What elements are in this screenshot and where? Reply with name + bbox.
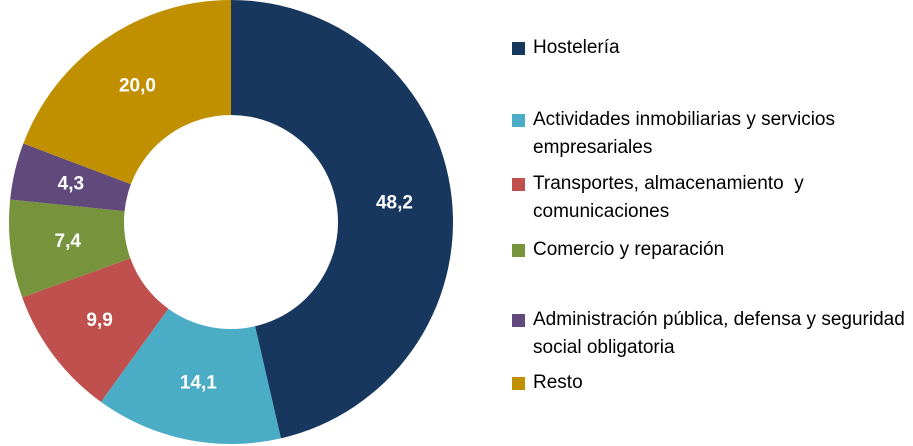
legend-item: Administración pública, defensa y seguri…	[512, 306, 907, 362]
legend-label: Hostelería	[533, 37, 620, 58]
legend-item: Actividades inmobiliarias y servicios em…	[512, 106, 907, 162]
slice	[231, 0, 453, 439]
legend-swatch	[512, 377, 525, 390]
legend-swatch	[512, 314, 525, 327]
slice	[22, 258, 169, 402]
slice	[100, 308, 281, 444]
data-label: 20,0	[119, 76, 156, 97]
slice	[10, 143, 131, 212]
legend-item: Hostelería	[512, 34, 907, 62]
legend-item: Transportes, almacenamiento y comunicaci…	[512, 170, 907, 226]
data-label: 14,1	[180, 372, 217, 393]
legend-swatch	[512, 178, 525, 191]
data-label: 9,9	[86, 310, 112, 331]
slice	[23, 0, 231, 185]
legend-label: Comercio y reparación	[533, 239, 725, 260]
legend-swatch	[512, 42, 525, 55]
slice	[9, 199, 131, 298]
legend-label: Administración pública, defensa y seguri…	[533, 309, 911, 358]
chart: 48,2 14,1 9,9 7,4 4,3 20,0	[9, 0, 453, 444]
legend-item: Comercio y reparación	[512, 236, 907, 264]
data-label: 48,2	[376, 192, 413, 213]
data-label: 7,4	[55, 231, 82, 252]
legend-item: Resto	[512, 369, 907, 397]
legend-label: Actividades inmobiliarias y servicios em…	[533, 109, 841, 158]
legend-label: Resto	[533, 372, 583, 393]
legend-swatch	[512, 244, 525, 257]
legend-label: Transportes, almacenamiento y comunicaci…	[533, 173, 809, 222]
legend-swatch	[512, 114, 525, 127]
data-label: 4,3	[58, 173, 84, 194]
